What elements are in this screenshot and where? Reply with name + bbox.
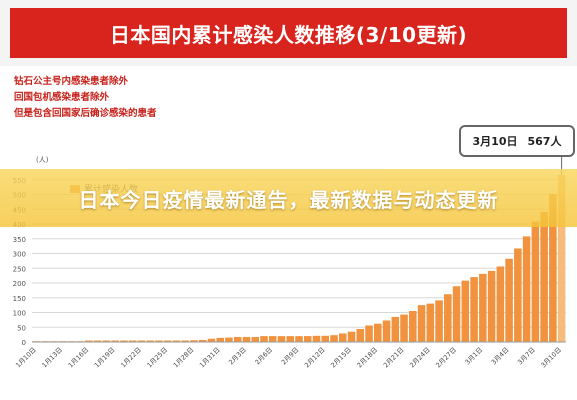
- headline-banner: 日本今日疫情最新通告，最新数据与动态更新: [0, 169, 577, 227]
- chart-title: 日本国内累计感染人数推移(3/10更新): [10, 8, 567, 58]
- bar: [470, 277, 478, 342]
- bar: [242, 336, 251, 342]
- bar: [461, 280, 470, 342]
- headline-text: 日本今日疫情最新通告，最新数据与动态更新: [78, 187, 499, 212]
- bar: [409, 311, 417, 342]
- x-tick-label: 2月9日: [280, 346, 301, 367]
- bar: [111, 340, 119, 342]
- bar: [277, 336, 286, 342]
- callout-date: 3月10日: [472, 135, 518, 148]
- bar: [286, 336, 295, 342]
- x-tick-label: 1月28日: [172, 346, 196, 370]
- x-tick-label: 2月24日: [408, 346, 432, 370]
- y-tick-label: 300: [13, 251, 26, 259]
- bar: [549, 193, 557, 342]
- x-tick-label: 3月4日: [490, 346, 511, 367]
- bar: [120, 340, 128, 342]
- bar: [339, 333, 347, 342]
- bar: [400, 314, 408, 342]
- x-tick-label: 2月3日: [227, 346, 248, 367]
- bar: [198, 339, 207, 342]
- bar: [163, 340, 172, 342]
- bar: [496, 266, 505, 342]
- bar: [356, 329, 365, 342]
- x-tick-label: 1月31日: [198, 346, 222, 370]
- bar: [172, 340, 181, 342]
- bar: [374, 323, 382, 342]
- callout-value: 567人: [527, 135, 562, 148]
- bar: [391, 316, 400, 342]
- bar: [531, 221, 540, 342]
- bar: [382, 320, 391, 342]
- bar: [487, 270, 496, 342]
- bar: [260, 336, 268, 342]
- bar: [303, 336, 312, 342]
- bar: [522, 236, 531, 342]
- bar: [251, 336, 259, 342]
- y-tick-label: 0: [22, 339, 26, 347]
- bar: [233, 336, 242, 342]
- bar: [557, 174, 566, 342]
- bar: [93, 340, 102, 342]
- x-tick-label: 2月18日: [356, 346, 380, 370]
- y-tick-label: 150: [13, 295, 26, 303]
- bar: [146, 340, 154, 342]
- x-tick-label: 2月27日: [434, 346, 458, 370]
- x-tick-label: 1月19日: [93, 346, 117, 370]
- x-tick-label: 1月13日: [40, 346, 64, 370]
- y-tick-label: 50: [17, 324, 26, 332]
- bar: [444, 294, 452, 342]
- x-tick-label: 2月21日: [382, 346, 406, 370]
- x-tick-label: 1月10日: [14, 346, 38, 370]
- x-tick-label: 2月6日: [253, 346, 274, 367]
- y-tick-label: 350: [13, 236, 26, 244]
- bar: [435, 300, 443, 342]
- x-tick-label: 3月7日: [516, 346, 537, 367]
- bar: [207, 338, 216, 342]
- bar: [330, 335, 338, 342]
- bar: [190, 340, 198, 342]
- bar: [312, 335, 321, 342]
- x-tick-label: 3月1日: [464, 346, 485, 367]
- y-unit-label: (人): [36, 156, 49, 164]
- bar: [216, 337, 224, 342]
- bar: [268, 336, 277, 342]
- bar: [540, 211, 548, 342]
- bar: [452, 286, 461, 342]
- bar: [514, 248, 522, 342]
- bar: [365, 325, 373, 342]
- bar: [295, 336, 303, 342]
- bar: [137, 340, 146, 342]
- x-tick-label: 1月25日: [145, 346, 169, 370]
- bar: [505, 258, 513, 342]
- note-line-1: 钻石公主号内感染患者除外: [14, 76, 129, 87]
- bar: [85, 340, 93, 342]
- note-line-3: 但是包含回国家后确诊感染的患者: [14, 108, 157, 119]
- note-line-2: 回国包机感染患者除外: [14, 92, 110, 103]
- x-tick-label: 2月12日: [303, 346, 327, 370]
- bar: [321, 335, 330, 342]
- bar: [102, 340, 111, 342]
- bar: [479, 273, 487, 342]
- y-tick-label: 250: [13, 265, 26, 273]
- bar: [155, 340, 163, 342]
- x-tick-label: 2月15日: [329, 346, 353, 370]
- x-tick-label: 1月16日: [67, 346, 91, 370]
- x-tick-label: 1月22日: [119, 346, 143, 370]
- bar: [225, 337, 233, 342]
- bar: [417, 305, 426, 343]
- bar: [347, 331, 356, 342]
- y-tick-label: 100: [13, 310, 26, 318]
- y-tick-label: 200: [13, 280, 26, 288]
- chart-notes: 钻石公主号内感染患者除外 回国包机感染患者除外 但是包含回国家后确诊感染的患者: [14, 74, 157, 122]
- bar: [426, 303, 435, 342]
- bar: [128, 340, 137, 342]
- x-tick-label: 3月10日: [539, 346, 563, 370]
- bar: [181, 340, 189, 342]
- latest-value-callout: 3月10日 567人: [459, 125, 575, 157]
